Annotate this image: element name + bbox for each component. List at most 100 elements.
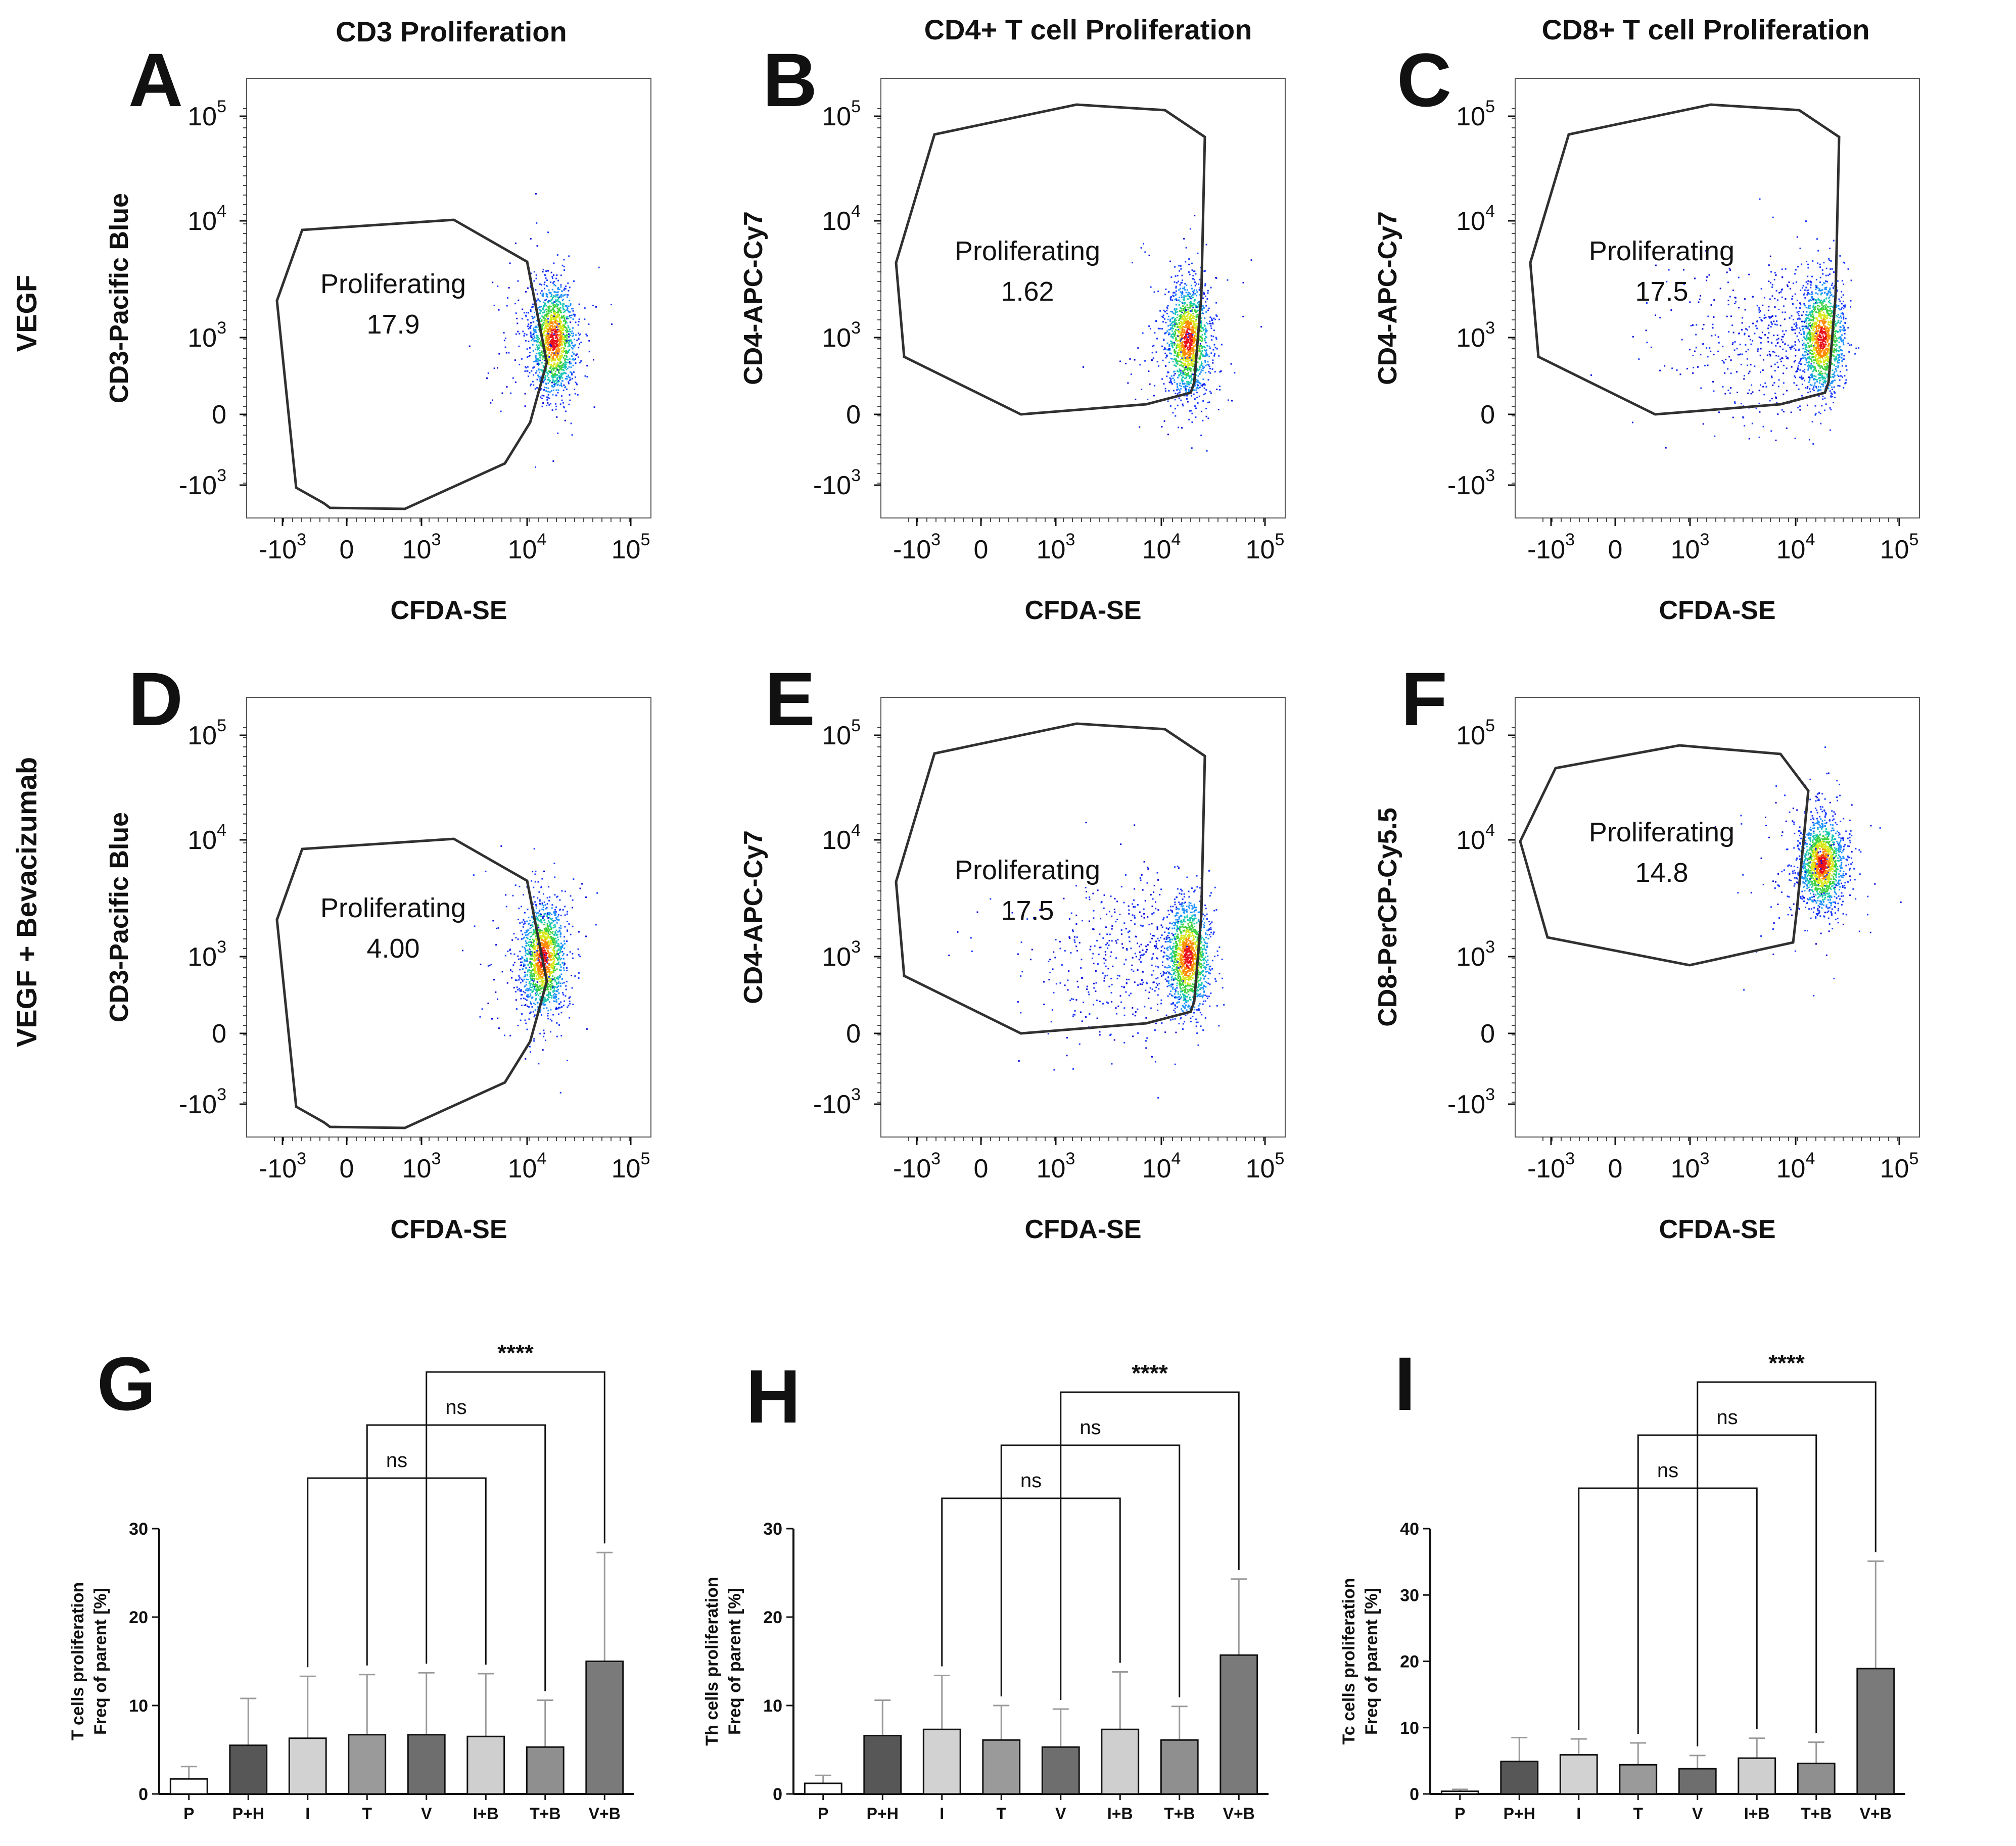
density-dot: [557, 347, 559, 349]
density-dot: [1821, 327, 1823, 329]
density-dot: [1218, 355, 1220, 357]
density-dot: [1191, 353, 1193, 355]
scatter-dot: [1714, 435, 1716, 437]
scatter-dot: [1776, 324, 1778, 326]
scatter-dot: [1773, 278, 1775, 280]
density-dot: [559, 320, 561, 322]
density-dot: [562, 306, 564, 308]
density-dot: [1172, 347, 1174, 349]
x-axis-label: CFDA-SE: [1659, 596, 1775, 625]
density-dot: [535, 274, 537, 276]
density-dot: [1183, 313, 1185, 315]
density-dot: [568, 290, 570, 292]
density-dot: [1829, 347, 1831, 349]
scatter-dot: [548, 356, 550, 358]
density-dot: [1188, 384, 1190, 386]
x-tick-label: -103: [1527, 530, 1575, 564]
density-dot: [1820, 339, 1822, 341]
density-dot: [1806, 320, 1808, 322]
density-dot: [559, 344, 561, 346]
density-dot: [1178, 392, 1180, 394]
density-dot: [1812, 370, 1814, 372]
density-dot: [1189, 335, 1190, 337]
density-dot: [549, 381, 550, 383]
x-tick-label: 103: [1671, 530, 1710, 564]
density-dot: [568, 366, 570, 368]
density-dot: [551, 350, 553, 352]
density-dot: [564, 318, 566, 320]
density-dot: [559, 295, 561, 297]
scatter-dot: [553, 315, 555, 317]
density-dot: [1179, 349, 1181, 351]
density-dot: [1830, 295, 1831, 297]
density-dot: [564, 309, 566, 311]
density-dot: [565, 339, 567, 341]
density-dot: [1174, 292, 1176, 294]
density-dot: [1810, 376, 1812, 378]
density-dot: [543, 380, 545, 382]
density-dot: [1204, 361, 1206, 363]
scatter-dot: [1200, 410, 1202, 412]
density-dot: [1829, 407, 1831, 409]
density-dot: [1188, 376, 1190, 378]
density-dot: [1185, 358, 1187, 360]
density-dot: [545, 295, 547, 297]
density-dot: [1829, 287, 1831, 289]
density-dot: [1840, 330, 1842, 333]
density-dot: [1186, 315, 1188, 317]
density-dot: [568, 342, 570, 344]
density-dot: [1178, 354, 1180, 356]
density-dot: [1170, 382, 1172, 384]
density-dot: [1808, 333, 1810, 335]
density-dot: [542, 307, 544, 309]
density-dot: [1837, 314, 1839, 316]
density-dot: [542, 269, 544, 271]
density-dot: [571, 314, 573, 316]
y-tick-label-exp: 3: [1485, 466, 1495, 485]
density-dot: [1824, 326, 1826, 328]
density-dot: [552, 386, 554, 388]
scatter-dot: [1181, 338, 1183, 340]
density-dot: [1813, 346, 1815, 348]
scatter-dot: [1181, 427, 1183, 429]
density-dot: [1173, 295, 1175, 297]
density-dot: [1203, 329, 1205, 332]
y-tick-label-base: -10: [813, 471, 851, 500]
density-dot: [550, 314, 552, 316]
density-dot: [1812, 336, 1814, 338]
density-dot: [1838, 341, 1840, 343]
density-dot: [1827, 290, 1830, 292]
scatter-dot: [1796, 236, 1798, 238]
density-dot: [1822, 335, 1824, 337]
density-dot: [1808, 315, 1810, 317]
density-dot: [1196, 289, 1197, 291]
density-dot: [1807, 392, 1809, 394]
density-dot: [1817, 352, 1819, 354]
density-dot: [1179, 325, 1181, 327]
density-dot: [559, 367, 561, 369]
density-dot: [1202, 346, 1204, 348]
density-dot: [1206, 355, 1208, 357]
density-dot: [560, 339, 562, 341]
density-dot: [1184, 383, 1186, 385]
density-dot: [1195, 333, 1197, 335]
density-dot: [1157, 365, 1159, 367]
density-dot: [1192, 275, 1194, 276]
density-dot: [1802, 370, 1804, 372]
density-dot: [1191, 288, 1193, 290]
density-dot: [567, 329, 569, 332]
density-dot: [1190, 320, 1192, 322]
density-dot: [1186, 289, 1188, 291]
y-tick-label: 0: [1480, 400, 1495, 430]
density-dot: [1825, 352, 1827, 354]
density-dot: [1184, 326, 1186, 328]
density-dot: [1843, 305, 1845, 307]
density-dot: [1191, 358, 1193, 360]
density-dot: [1181, 310, 1183, 312]
density-dot: [1180, 315, 1182, 317]
density-dot: [552, 374, 554, 376]
scatter-dot: [514, 359, 516, 361]
scatter-dot: [1751, 422, 1753, 424]
density-dot: [541, 352, 543, 354]
scatter-dot: [1165, 365, 1167, 367]
